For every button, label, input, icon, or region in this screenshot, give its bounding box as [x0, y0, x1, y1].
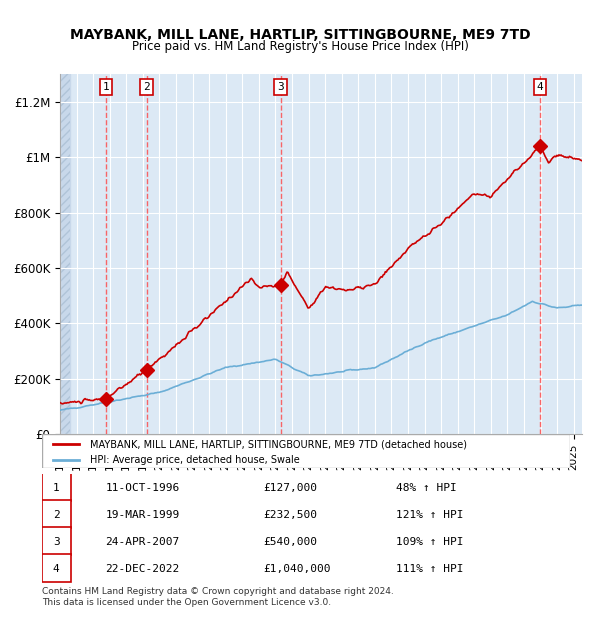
Text: 121% ↑ HPI: 121% ↑ HPI: [396, 510, 463, 520]
Text: £1,040,000: £1,040,000: [264, 564, 331, 574]
Text: 2: 2: [53, 510, 59, 520]
FancyBboxPatch shape: [42, 527, 71, 555]
Text: 109% ↑ HPI: 109% ↑ HPI: [396, 537, 463, 547]
Text: 4: 4: [53, 564, 59, 574]
Text: MAYBANK, MILL LANE, HARTLIP, SITTINGBOURNE, ME9 7TD (detached house): MAYBANK, MILL LANE, HARTLIP, SITTINGBOUR…: [89, 439, 467, 450]
Text: MAYBANK, MILL LANE, HARTLIP, SITTINGBOURNE, ME9 7TD: MAYBANK, MILL LANE, HARTLIP, SITTINGBOUR…: [70, 28, 530, 42]
Text: HPI: Average price, detached house, Swale: HPI: Average price, detached house, Swal…: [89, 454, 299, 464]
FancyBboxPatch shape: [42, 434, 570, 468]
Text: 11-OCT-1996: 11-OCT-1996: [106, 483, 179, 493]
Text: Contains HM Land Registry data © Crown copyright and database right 2024.: Contains HM Land Registry data © Crown c…: [42, 587, 394, 596]
Text: 19-MAR-1999: 19-MAR-1999: [106, 510, 179, 520]
Text: 1: 1: [53, 483, 59, 493]
Text: This data is licensed under the Open Government Licence v3.0.: This data is licensed under the Open Gov…: [42, 598, 331, 608]
FancyBboxPatch shape: [42, 554, 71, 582]
Bar: [60, 74, 70, 434]
Text: £232,500: £232,500: [264, 510, 318, 520]
Text: Price paid vs. HM Land Registry's House Price Index (HPI): Price paid vs. HM Land Registry's House …: [131, 40, 469, 53]
Text: 2: 2: [143, 82, 150, 92]
Text: 4: 4: [536, 82, 544, 92]
Text: 3: 3: [277, 82, 284, 92]
Text: 24-APR-2007: 24-APR-2007: [106, 537, 179, 547]
FancyBboxPatch shape: [42, 500, 71, 528]
Text: £540,000: £540,000: [264, 537, 318, 547]
Text: £127,000: £127,000: [264, 483, 318, 493]
Text: 22-DEC-2022: 22-DEC-2022: [106, 564, 179, 574]
FancyBboxPatch shape: [42, 472, 71, 501]
Text: 111% ↑ HPI: 111% ↑ HPI: [396, 564, 463, 574]
Text: 3: 3: [53, 537, 59, 547]
Bar: [60, 74, 70, 434]
Text: 48% ↑ HPI: 48% ↑ HPI: [396, 483, 457, 493]
Text: 1: 1: [103, 82, 109, 92]
